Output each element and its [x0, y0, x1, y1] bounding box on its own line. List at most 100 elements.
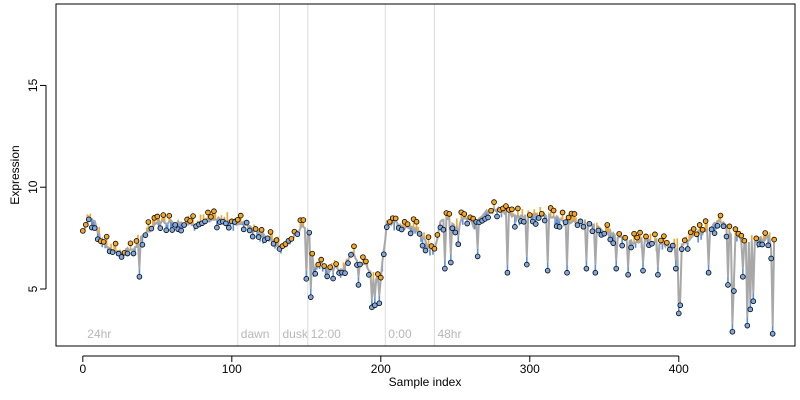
- data-point: [442, 265, 448, 272]
- data-point: [378, 274, 384, 281]
- data-point: [750, 298, 757, 305]
- data-point: [243, 219, 250, 226]
- data-point: [521, 218, 527, 225]
- data-point: [535, 215, 542, 221]
- data-point: [595, 227, 602, 234]
- axis-layer: 0 100 200 300 400 5 10 15: [26, 78, 689, 376]
- data-point: [348, 251, 354, 258]
- data-point: [664, 239, 670, 246]
- phase-label: 12:00: [311, 327, 341, 341]
- data-point: [419, 242, 426, 249]
- data-point: [562, 219, 569, 225]
- data-point: [616, 231, 622, 237]
- data-point: [404, 221, 411, 227]
- data-point: [577, 218, 584, 225]
- data-point: [178, 227, 184, 234]
- data-point: [504, 269, 511, 276]
- data-point: [115, 250, 122, 257]
- data-point: [202, 218, 208, 225]
- data-point: [769, 330, 776, 337]
- data-point: [246, 227, 253, 234]
- x-tick-label: 0: [79, 362, 86, 376]
- data-point: [684, 246, 691, 252]
- data-point: [318, 256, 325, 263]
- data-point: [512, 224, 518, 230]
- data-point: [80, 228, 86, 234]
- data-point: [372, 302, 378, 309]
- data-point: [124, 250, 131, 257]
- data-point: [100, 239, 107, 245]
- data-point: [309, 250, 316, 257]
- data-point: [631, 230, 637, 237]
- data-point: [515, 205, 521, 212]
- data-point: [264, 235, 271, 242]
- data-point: [187, 218, 193, 224]
- data-point: [366, 272, 372, 278]
- data-point: [234, 216, 241, 223]
- data-point: [670, 242, 676, 249]
- data-point: [300, 217, 307, 223]
- data-point: [541, 217, 548, 224]
- data-point: [327, 264, 333, 270]
- data-point: [571, 211, 578, 217]
- data-point: [509, 206, 515, 213]
- data-point: [613, 265, 620, 272]
- data-point: [637, 229, 643, 236]
- data-point: [181, 222, 187, 228]
- data-point: [740, 273, 746, 280]
- data-point: [589, 228, 596, 235]
- data-point: [675, 310, 682, 317]
- data-point: [258, 227, 265, 233]
- data-point: [731, 288, 737, 294]
- data-point: [386, 219, 393, 225]
- data-point: [148, 225, 155, 232]
- data-point: [249, 233, 256, 240]
- data-point: [237, 212, 244, 219]
- data-point: [413, 218, 420, 225]
- data-point: [255, 234, 262, 240]
- y-axis-label: Expression: [8, 145, 22, 204]
- data-point: [503, 203, 509, 209]
- data-point: [601, 230, 608, 237]
- data-point: [619, 242, 625, 249]
- data-point: [604, 222, 611, 228]
- data-point: [690, 226, 697, 232]
- data-point: [452, 229, 459, 236]
- data-point: [759, 241, 766, 248]
- data-point: [172, 222, 178, 228]
- data-point: [355, 282, 362, 288]
- data-point: [677, 302, 684, 309]
- data-point: [711, 230, 718, 236]
- data-point: [732, 226, 739, 232]
- data-point: [440, 226, 447, 233]
- data-point: [640, 267, 646, 274]
- data-point: [303, 276, 310, 282]
- data-point: [363, 258, 369, 265]
- data-point: [342, 270, 348, 276]
- phase-marker-layer: dawn dusk 12:00 0:00 48hr 24hr: [87, 4, 461, 346]
- data-point: [702, 218, 709, 224]
- data-point: [667, 246, 673, 253]
- data-point: [154, 213, 161, 220]
- data-point: [661, 233, 667, 239]
- data-point: [330, 275, 336, 282]
- data-point: [321, 263, 327, 269]
- data-point: [157, 225, 164, 231]
- y-tick-label: 15: [26, 78, 40, 92]
- data-point: [714, 222, 721, 229]
- x-tick-label: 200: [371, 362, 391, 376]
- data-point: [524, 261, 530, 268]
- data-point: [118, 254, 125, 260]
- data-point: [306, 229, 313, 236]
- data-point: [717, 212, 724, 219]
- data-point: [649, 240, 655, 247]
- data-point: [205, 209, 211, 216]
- data-point: [214, 224, 220, 231]
- data-point: [488, 207, 494, 214]
- x-axis-label: Sample index: [389, 375, 462, 389]
- data-point: [324, 273, 330, 280]
- data-point: [103, 233, 110, 240]
- data-point: [434, 232, 441, 238]
- data-point: [753, 235, 760, 242]
- data-point: [130, 250, 137, 257]
